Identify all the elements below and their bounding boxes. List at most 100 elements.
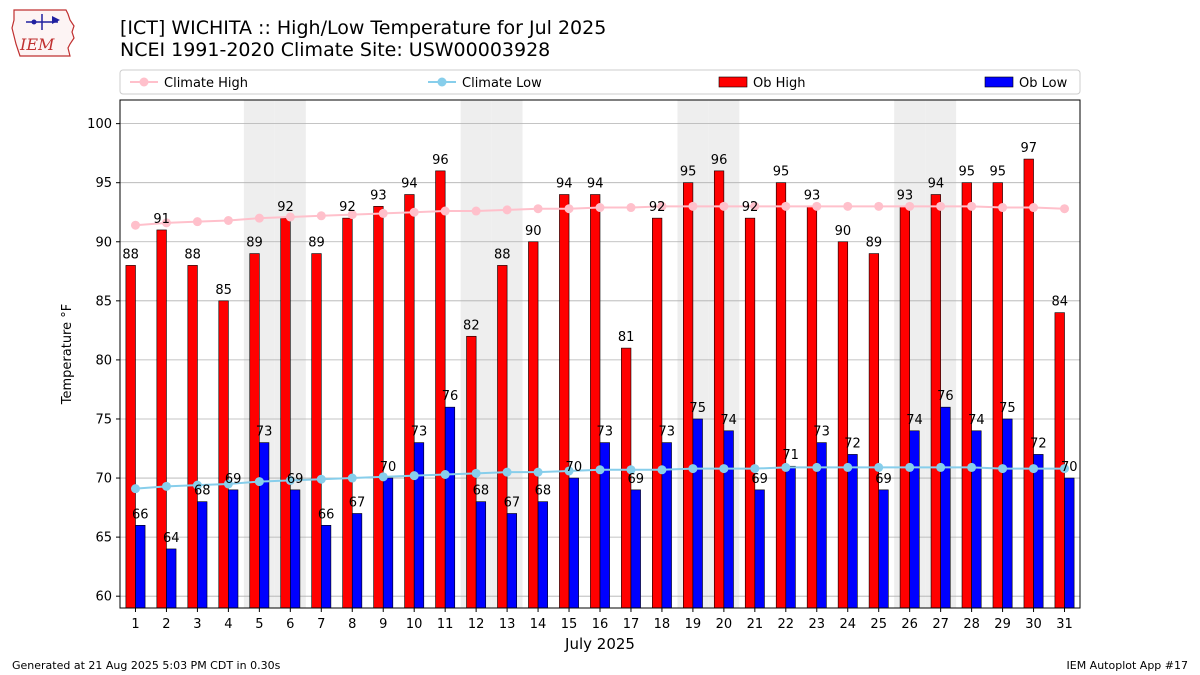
y-tick-label-80: 80 bbox=[95, 353, 112, 368]
x-tick-label-25: 25 bbox=[870, 617, 887, 632]
ob-low-bar-14 bbox=[537, 501, 548, 609]
climate-low-point-2 bbox=[161, 481, 171, 491]
climate-low-point-14 bbox=[533, 467, 543, 477]
climate-low-point-26 bbox=[905, 462, 915, 472]
ob-low-label-1: 66 bbox=[132, 507, 149, 522]
climate-low-point-11 bbox=[440, 470, 450, 480]
x-tick-label-21: 21 bbox=[747, 617, 764, 632]
ob-high-bar-19 bbox=[683, 182, 694, 609]
climate-low-point-22 bbox=[781, 462, 791, 472]
ob-low-label-12: 68 bbox=[473, 484, 490, 499]
x-tick-label-6: 6 bbox=[286, 617, 294, 632]
ob-low-label-20: 74 bbox=[720, 413, 737, 428]
ob-low-label-23: 73 bbox=[813, 425, 830, 440]
ob-low-label-6: 69 bbox=[287, 472, 304, 487]
ob-high-label-5: 89 bbox=[246, 236, 263, 251]
ob-low-label-17: 69 bbox=[627, 472, 644, 487]
y-tick-label-90: 90 bbox=[95, 235, 112, 250]
ob-low-label-22: 71 bbox=[782, 448, 799, 463]
climate-low-point-9 bbox=[378, 472, 388, 482]
climate-high-point-3 bbox=[192, 217, 202, 227]
ob-low-label-11: 76 bbox=[442, 389, 459, 404]
ob-high-bar-9 bbox=[373, 206, 384, 609]
ob-low-bar-20 bbox=[723, 430, 734, 609]
climate-lines bbox=[130, 201, 1070, 494]
ob-high-bar-1 bbox=[125, 265, 136, 609]
ob-high-label-21: 92 bbox=[742, 200, 759, 215]
ob-high-label-7: 89 bbox=[308, 236, 325, 251]
ob-high-label-23: 93 bbox=[804, 188, 821, 203]
ob-high-bar-13 bbox=[497, 265, 508, 609]
ob-low-label-30: 72 bbox=[1030, 436, 1047, 451]
climate-low-point-3 bbox=[192, 480, 202, 490]
ob-high-label-13: 88 bbox=[494, 247, 511, 262]
climate-high-point-18 bbox=[657, 201, 667, 211]
climate-high-point-4 bbox=[223, 216, 233, 226]
chart-title: [ICT] WICHITA :: High/Low Temperature fo… bbox=[120, 17, 607, 39]
climate-high-point-26 bbox=[905, 201, 915, 211]
x-tick-label-13: 13 bbox=[499, 617, 516, 632]
ob-high-label-6: 92 bbox=[277, 200, 294, 215]
x-axis-label: July 2025 bbox=[564, 635, 635, 653]
ob-low-bar-17 bbox=[630, 489, 641, 609]
ob-low-label-15: 70 bbox=[566, 460, 583, 475]
climate-low-point-18 bbox=[657, 465, 667, 475]
ob-high-bar-2 bbox=[156, 229, 167, 609]
ob-low-label-24: 72 bbox=[844, 436, 861, 451]
ob-high-bar-28 bbox=[961, 182, 972, 609]
x-axis-ticks: 1 2 3 4 5 6 7 8 9 10 11 12 13 14 15 16 17 18 19 20 21 22 23 24 2… bbox=[131, 608, 1073, 632]
ob-high-label-25: 89 bbox=[866, 236, 883, 251]
ob-low-label-10: 73 bbox=[411, 425, 428, 440]
ob-high-bar-14 bbox=[528, 241, 539, 609]
ob-low-bar-7 bbox=[320, 525, 332, 609]
ob-high-label-8: 92 bbox=[339, 200, 356, 215]
x-tick-label-5: 5 bbox=[255, 617, 263, 632]
y-tick-label-85: 85 bbox=[95, 294, 112, 309]
x-tick-label-22: 22 bbox=[778, 617, 795, 632]
climate-high-point-1 bbox=[130, 220, 140, 230]
ob-high-label-28: 95 bbox=[959, 165, 976, 180]
legend-frame bbox=[119, 69, 1081, 95]
x-tick-label-14: 14 bbox=[530, 617, 547, 632]
ob-high-label-27: 94 bbox=[928, 177, 945, 192]
ob-low-label-14: 68 bbox=[535, 484, 552, 499]
x-tick-label-8: 8 bbox=[348, 617, 356, 632]
legend-ob-low-swatch bbox=[984, 76, 1014, 88]
ob-high-bar-6 bbox=[280, 217, 291, 609]
x-tick-label-10: 10 bbox=[406, 617, 423, 632]
climate-low-point-10 bbox=[409, 471, 419, 481]
climate-high-point-31 bbox=[1060, 204, 1070, 214]
ob-low-bar-19 bbox=[692, 418, 703, 609]
climate-high-point-27 bbox=[936, 201, 946, 211]
ob-high-bar-21 bbox=[744, 217, 756, 609]
ob-low-label-7: 66 bbox=[318, 507, 335, 522]
ob-low-bar-10 bbox=[413, 442, 425, 609]
x-tick-label-2: 2 bbox=[162, 617, 170, 632]
x-tick-label-12: 12 bbox=[468, 617, 485, 632]
x-tick-label-15: 15 bbox=[561, 617, 578, 632]
climate-low-point-27 bbox=[936, 462, 946, 472]
climate-high-point-15 bbox=[564, 204, 574, 214]
ob-low-bar-3 bbox=[197, 501, 208, 609]
ob-low-label-29: 75 bbox=[999, 401, 1016, 416]
ob-high-bar-8 bbox=[342, 217, 353, 609]
ob-high-bar-15 bbox=[559, 194, 570, 609]
ob-low-label-16: 73 bbox=[597, 425, 614, 440]
ob-low-label-5: 73 bbox=[256, 425, 273, 440]
ob-high-bar-18 bbox=[652, 217, 663, 609]
x-tick-label-23: 23 bbox=[809, 617, 826, 632]
x-tick-label-17: 17 bbox=[623, 617, 640, 632]
climate-high-point-21 bbox=[750, 201, 760, 211]
ob-low-bar-8 bbox=[351, 513, 363, 609]
climate-low-point-23 bbox=[812, 462, 822, 472]
ob-low-label-9: 70 bbox=[380, 460, 397, 475]
x-tick-label-24: 24 bbox=[839, 617, 856, 632]
ob-low-label-13: 67 bbox=[504, 495, 521, 510]
climate-high-point-24 bbox=[843, 201, 853, 211]
x-tick-label-1: 1 bbox=[131, 617, 139, 632]
legend: Climate High Climate Low Ob High Ob Low bbox=[119, 69, 1081, 95]
climate-low-point-1 bbox=[130, 484, 140, 494]
ob-high-label-20: 96 bbox=[711, 153, 728, 168]
ob-low-bar-1 bbox=[135, 525, 146, 609]
ob-high-label-30: 97 bbox=[1020, 141, 1037, 156]
